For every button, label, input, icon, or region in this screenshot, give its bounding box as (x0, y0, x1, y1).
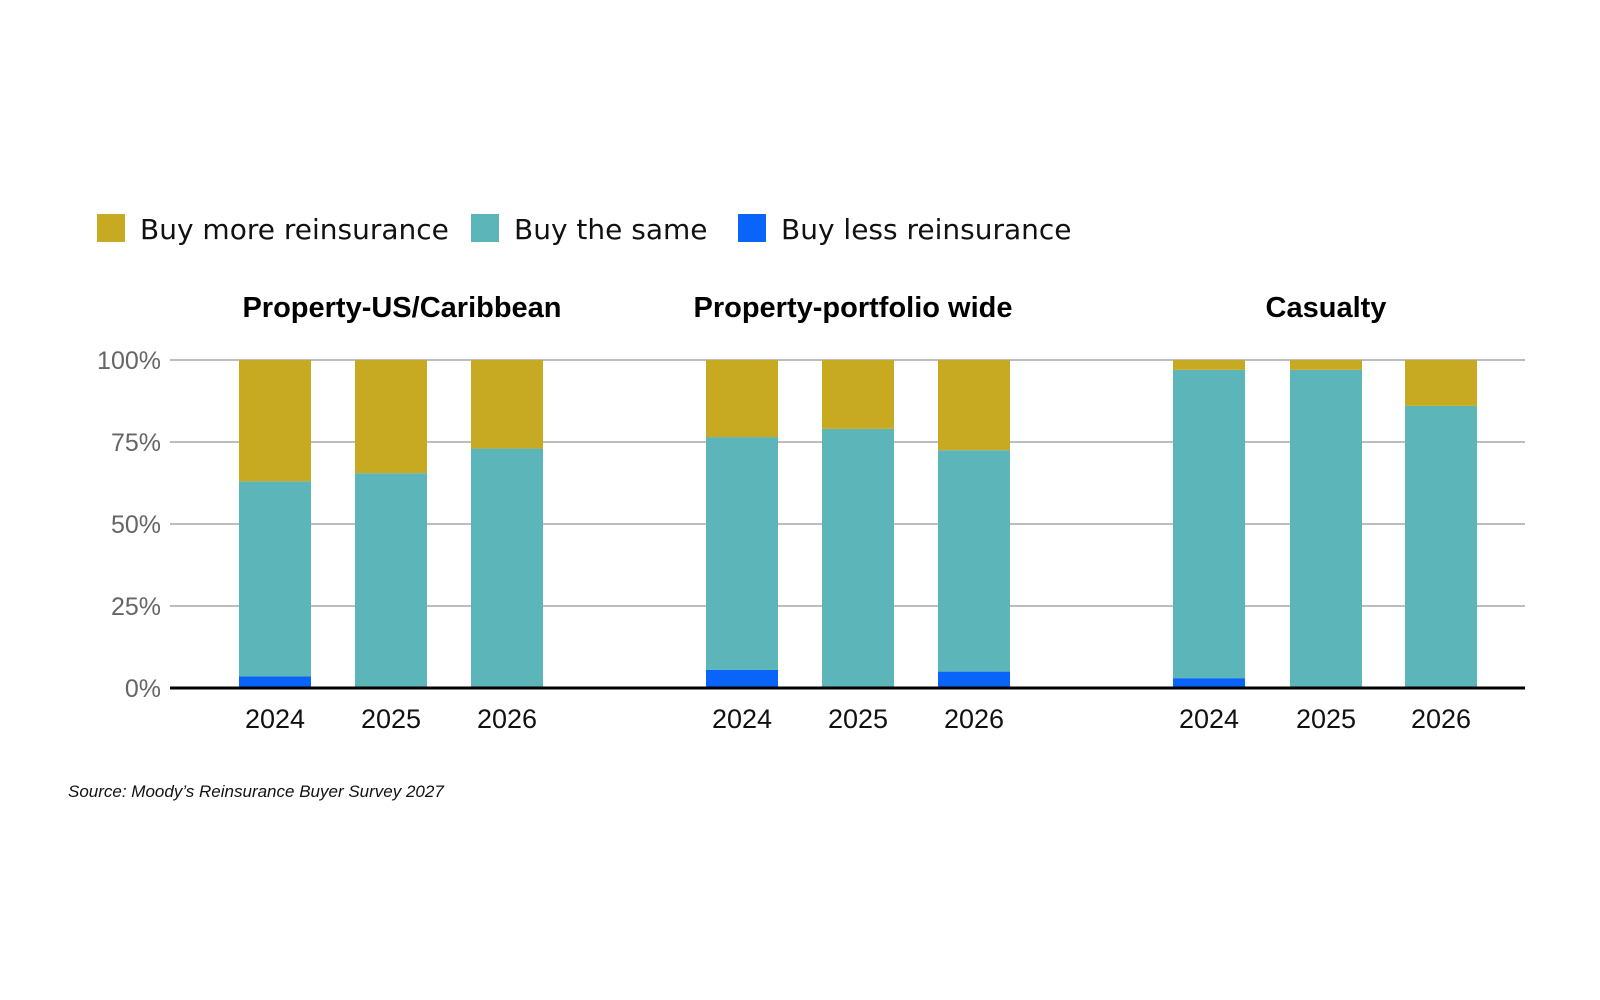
bar-segment (239, 360, 311, 482)
legend-label: Buy less reinsurance (781, 213, 1072, 246)
y-tick-label: 0% (125, 675, 161, 703)
x-tick-label: 2026 (477, 704, 537, 734)
x-tick-label: 2024 (712, 704, 772, 734)
x-tick-label: 2025 (828, 704, 888, 734)
bar-segment (1173, 678, 1245, 688)
y-tick-label: 100% (97, 347, 161, 375)
source-note: Source: Moody’s Reinsurance Buyer Survey… (68, 782, 444, 801)
panel-title: Casualty (1266, 292, 1387, 324)
bar-segment (471, 448, 543, 688)
bar-segment (1173, 369, 1245, 679)
bar-segment (938, 450, 1010, 672)
panel-title: Property-portfolio wide (694, 292, 1013, 324)
x-tick-label: 2024 (245, 704, 305, 734)
bar-segment (1405, 360, 1477, 406)
bar-segment (706, 360, 778, 438)
bar-segment (355, 360, 427, 474)
x-tick-label: 2026 (944, 704, 1004, 734)
bar-segment (471, 360, 543, 449)
bar-segment (239, 676, 311, 688)
legend-label: Buy the same (514, 213, 708, 246)
bar-segment (706, 437, 778, 670)
legend-swatch (738, 214, 766, 242)
bar-segment (1290, 360, 1362, 370)
bar-segment (822, 428, 894, 688)
bar-segment (1290, 369, 1362, 688)
bar-segment (1173, 360, 1245, 370)
bar-segment (938, 671, 1010, 688)
panel-title: Property-US/Caribbean (242, 292, 561, 324)
y-tick-label: 50% (111, 511, 161, 539)
legend-swatch (97, 214, 125, 242)
legend-swatch (471, 214, 499, 242)
x-tick-label: 2024 (1179, 704, 1239, 734)
y-tick-label: 75% (111, 429, 161, 457)
bar-segment (355, 473, 427, 688)
bar-segment (706, 669, 778, 688)
x-tick-label: 2025 (361, 704, 421, 734)
x-tick-label: 2025 (1296, 704, 1356, 734)
bar-segment (938, 360, 1010, 451)
legend-label: Buy more reinsurance (140, 213, 449, 246)
x-tick-label: 2026 (1411, 704, 1471, 734)
y-tick-label: 25% (111, 593, 161, 621)
bar-segment (822, 360, 894, 429)
bar-segment (239, 481, 311, 677)
bar-segment (1405, 405, 1477, 688)
